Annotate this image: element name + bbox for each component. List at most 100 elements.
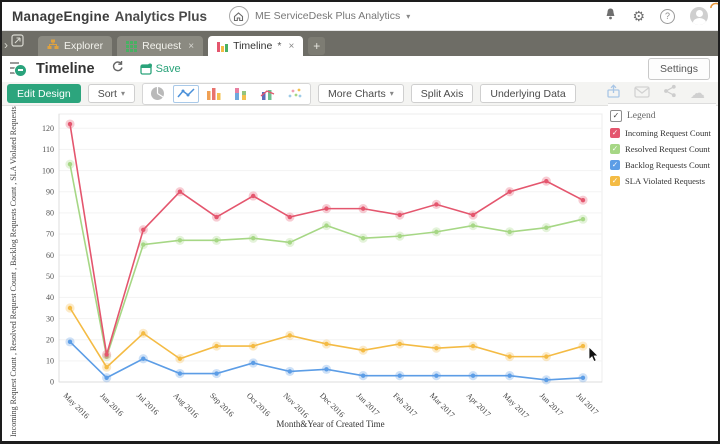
page-title: Timeline	[36, 61, 95, 77]
panel-toggle-icon[interactable]	[11, 34, 24, 52]
view-titlebar: Timeline Save Settings	[2, 56, 718, 82]
logo-analytics-plus: Analytics Plus	[114, 8, 207, 24]
svg-text:Month&Year of Created Time: Month&Year of Created Time	[276, 419, 384, 429]
svg-text:Nov 2016: Nov 2016	[281, 391, 310, 420]
tab-modified-indicator: *	[277, 40, 282, 52]
svg-text:Jun 2016: Jun 2016	[98, 391, 125, 418]
checkbox-icon[interactable]: ✓	[610, 160, 620, 170]
logo-manageengine: ManageEngine	[12, 8, 110, 24]
share-icon[interactable]	[663, 84, 677, 103]
svg-text:10: 10	[46, 357, 54, 366]
timeline-chart[interactable]: 0 10 20 30 40 50 60 70 80 90 100 110 120 May 2016 Jun …	[2, 104, 614, 441]
save-button[interactable]: Save	[139, 63, 181, 75]
chevron-down-icon: ▾	[406, 11, 411, 21]
legend-title: Legend	[627, 111, 656, 121]
svg-text:90: 90	[46, 187, 54, 196]
svg-text:May 2016: May 2016	[62, 391, 91, 420]
svg-text:0: 0	[50, 378, 54, 387]
report-view-icon	[10, 61, 27, 78]
mouse-cursor	[588, 346, 600, 368]
chart-legend: ✓ Legend ✓ Incoming Request Count ✓ Reso…	[608, 103, 716, 192]
export-icon[interactable]	[606, 83, 621, 104]
tab-label: Timeline	[233, 40, 273, 52]
svg-text:60: 60	[46, 251, 54, 260]
svg-text:Feb 2017: Feb 2017	[391, 391, 419, 419]
checkbox-icon[interactable]: ✓	[610, 110, 622, 122]
svg-text:Mar 2017: Mar 2017	[428, 391, 457, 420]
svg-text:110: 110	[42, 145, 54, 154]
workspace-name: ME ServiceDesk Plus Analytics	[254, 10, 401, 22]
legend-item-resolved[interactable]: ✓ Resolved Request Count	[610, 144, 710, 154]
new-tab-button[interactable]: +	[308, 37, 326, 55]
tab-label: Explorer	[64, 40, 104, 52]
checkbox-icon[interactable]: ✓	[610, 144, 620, 154]
logo-swirl-icon	[710, 2, 718, 15]
svg-text:40: 40	[46, 293, 54, 302]
scatter-chart-button[interactable]	[283, 86, 307, 102]
save-icon	[139, 63, 152, 75]
settings-gear-icon[interactable]: ⚙	[632, 8, 645, 24]
legend-item-sla[interactable]: ✓ SLA Violated Requests	[610, 176, 706, 186]
bar-chart-icon	[217, 41, 229, 52]
chevron-down-icon: ▾	[120, 89, 125, 98]
sort-button[interactable]: Sort ▾	[87, 84, 135, 103]
svg-text:Dec 2016: Dec 2016	[318, 391, 346, 419]
svg-text:70: 70	[46, 230, 54, 239]
tab-bar: › Explorer Request × Timeline * × +	[2, 31, 718, 56]
app-header: ManageEngine Analytics Plus ME ServiceDe…	[2, 2, 718, 31]
grid-icon	[126, 40, 138, 52]
svg-text:Apr 2017: Apr 2017	[465, 391, 493, 419]
svg-text:Jul 2016: Jul 2016	[135, 391, 161, 417]
svg-text:Jun 2017: Jun 2017	[538, 391, 565, 418]
svg-text:100: 100	[42, 166, 54, 175]
help-icon[interactable]: ?	[660, 8, 675, 24]
legend-toggle[interactable]: ✓ Legend	[610, 110, 716, 122]
tab-explorer[interactable]: Explorer	[38, 36, 113, 56]
more-charts-button[interactable]: More Charts ▾	[317, 84, 404, 103]
close-icon[interactable]: ×	[188, 40, 195, 52]
tab-request[interactable]: Request ×	[117, 36, 204, 56]
svg-text:50: 50	[46, 272, 54, 281]
close-icon[interactable]: ×	[288, 40, 295, 52]
edit-design-button[interactable]: Edit Design	[7, 84, 81, 103]
svg-text:May 2017: May 2017	[501, 391, 530, 420]
line-chart-button[interactable]	[172, 84, 199, 103]
pie-chart-button[interactable]	[146, 86, 170, 102]
legend-item-incoming[interactable]: ✓ Incoming Request Count	[610, 128, 711, 138]
notifications-bell-icon[interactable]	[604, 7, 617, 26]
tab-scroll-chevron-icon[interactable]: ›	[4, 38, 8, 52]
refresh-icon[interactable]	[111, 60, 124, 78]
user-avatar[interactable]	[690, 7, 708, 25]
logo: ManageEngine Analytics Plus	[12, 2, 718, 24]
workspace-selector[interactable]: ME ServiceDesk Plus Analytics ▾	[228, 6, 411, 26]
svg-text:Jan 2017: Jan 2017	[355, 391, 382, 418]
chevron-down-icon: ▾	[389, 89, 394, 98]
svg-text:Incoming Request Count , Resol: Incoming Request Count , Resolved Reques…	[9, 106, 18, 437]
svg-text:Aug 2016: Aug 2016	[172, 391, 201, 420]
bar-chart-button[interactable]	[202, 86, 226, 102]
tab-label: Request	[142, 40, 182, 52]
underlying-data-button[interactable]: Underlying Data	[480, 84, 576, 103]
svg-text:20: 20	[46, 335, 54, 344]
svg-text:120: 120	[42, 124, 54, 133]
chart-toolbar: Edit Design Sort ▾ More Ch	[2, 82, 718, 106]
sitemap-icon	[47, 39, 59, 53]
chart-type-group	[141, 82, 311, 105]
stacked-bar-button[interactable]	[229, 86, 253, 102]
home-icon	[228, 6, 249, 26]
svg-text:30: 30	[46, 314, 54, 323]
settings-button[interactable]: Settings	[648, 58, 710, 80]
email-icon[interactable]	[634, 85, 650, 103]
split-axis-button[interactable]: Split Axis	[410, 84, 474, 103]
svg-text:80: 80	[46, 209, 54, 218]
bar-line-chart-button[interactable]	[256, 86, 280, 102]
svg-text:Sep 2016: Sep 2016	[208, 391, 236, 419]
checkbox-icon[interactable]: ✓	[610, 128, 620, 138]
cloud-upload-icon[interactable]: ☁	[690, 85, 705, 102]
tab-timeline[interactable]: Timeline * ×	[208, 36, 304, 56]
legend-item-backlog[interactable]: ✓ Backlog Requests Count	[610, 160, 710, 170]
svg-text:Oct 2016: Oct 2016	[245, 391, 272, 418]
checkbox-icon[interactable]: ✓	[610, 176, 620, 186]
svg-text:Jul 2017: Jul 2017	[575, 391, 601, 417]
